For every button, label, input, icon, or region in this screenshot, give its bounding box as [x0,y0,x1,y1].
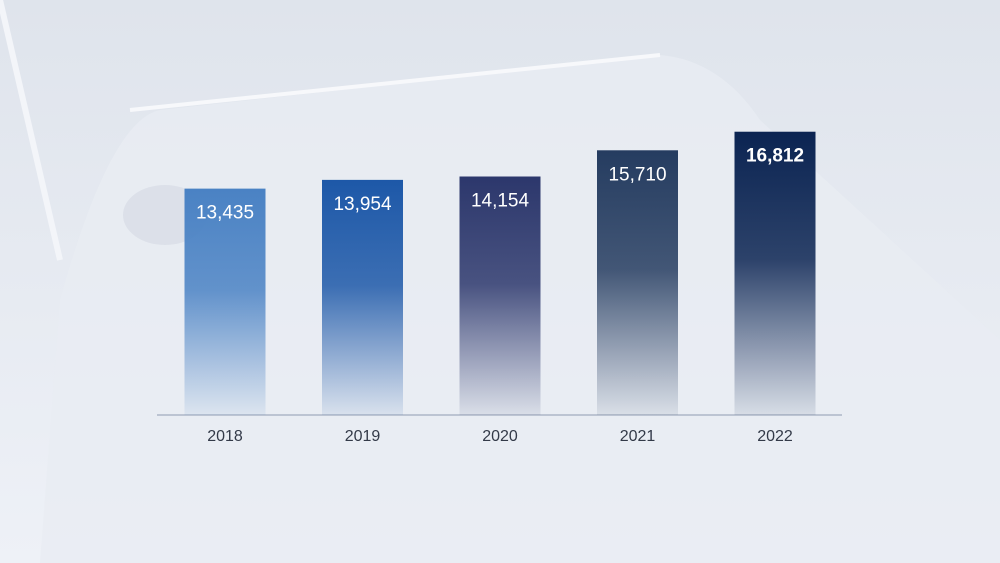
value-label: 13,954 [333,194,392,215]
bar [459,176,541,415]
x-tick-label: 2022 [757,428,793,445]
x-tick-label: 2020 [482,428,518,445]
x-tick-label: 2021 [620,428,656,445]
bar [322,179,403,415]
x-tick-label: 2019 [345,428,381,445]
value-label: 14,154 [471,191,530,212]
bar [184,188,266,415]
value-label: 13,435 [196,203,254,224]
watermark-edge [0,0,63,261]
x-tick-label: 2018 [207,428,243,445]
watermark-edge [129,53,661,112]
value-label: 16,812 [746,146,804,167]
bar [597,150,678,415]
value-label: 15,710 [608,164,666,185]
bar [734,131,816,415]
